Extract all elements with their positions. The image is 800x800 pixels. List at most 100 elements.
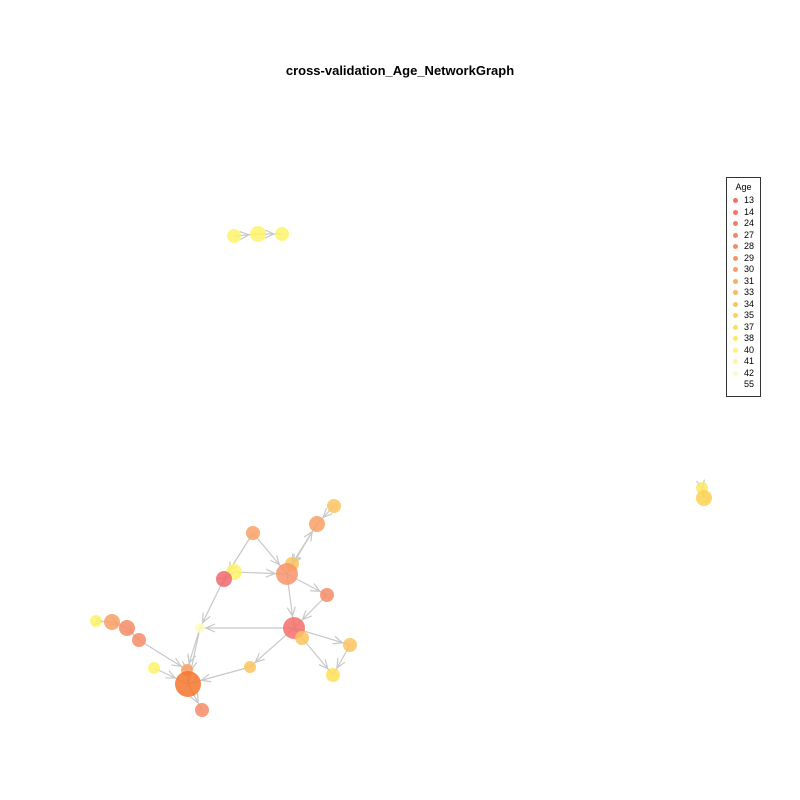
legend-item: 24 [727,218,760,229]
graph-title: cross-validation_Age_NetworkGraph [285,63,515,78]
edge-arrowhead [270,555,281,566]
graph-node [90,615,102,627]
legend-label: 30 [744,264,755,274]
legend-item: 40 [727,345,760,356]
graph-node [119,620,135,636]
legend-label: 24 [744,218,755,228]
graph-node [104,614,120,630]
legend-dot [733,221,738,226]
edges-layer [93,229,705,711]
legend-dot [733,267,738,272]
legend-dot [733,382,738,387]
edge-arrowhead [265,568,277,578]
legend-dot [733,255,738,261]
legend-label: 33 [744,287,755,297]
edge-arrowhead [332,635,344,645]
legend-label: 42 [744,367,755,378]
graph-node [276,563,298,585]
graph-node [327,499,341,513]
legend-label: 55 [744,379,755,389]
legend-label: 14 [744,206,755,217]
legend-item: 34 [727,299,760,310]
edge-arrowhead [204,623,216,633]
graph-node [309,516,325,532]
legend-dot [733,370,738,376]
legend-label: 31 [744,275,755,286]
legend-dot [733,290,738,295]
edge-arrowhead [286,606,296,618]
legend-title: Age [735,182,752,192]
legend-label: 29 [744,252,755,263]
legend-item: 41 [727,356,760,367]
edge-arrowhead [190,693,199,705]
legend-dot [733,359,738,364]
graph-node [343,638,357,652]
edge-arrowhead [318,659,329,671]
legend-label: 27 [744,229,755,240]
legend: Age 13 14 24 27 28 29 30 31 33 34 35 37 38 40 41 42 55 [726,177,761,397]
legend-dot [733,324,738,330]
legend-item: 30 [727,264,760,275]
legend-dot [733,232,738,238]
legend-item: 33 [727,287,760,298]
graph-node [216,571,232,587]
legend-label: 35 [744,310,755,320]
edge-arrowhead [171,657,183,668]
legend-dot [733,301,738,307]
edge-arrowhead [322,507,333,519]
legend-dot [733,244,738,249]
legend-item: 37 [727,322,760,333]
edge-arrowhead [201,612,211,624]
legend-label: 34 [744,298,755,309]
legend-dot [733,336,738,341]
legend-label: 38 [744,333,755,343]
graph-node [326,668,340,682]
legend-item: 55 [727,379,760,390]
legend-dot [733,198,738,203]
legend-item: 31 [727,276,760,287]
edge-arrowhead [239,230,251,241]
graph-node [148,662,160,674]
legend-dot [733,313,738,318]
legend-item: 29 [727,253,760,264]
legend-item: 27 [727,230,760,241]
graph-node [195,623,205,633]
legend-item: 38 [727,333,760,344]
legend-label: 13 [744,195,755,205]
graph-node [195,703,209,717]
graph-node [244,661,256,673]
edge-arrowhead [301,610,312,621]
graph-node [246,526,260,540]
edge-arrowhead [165,670,177,679]
graph-edge [199,578,225,629]
legend-item: 28 [727,241,760,252]
graph-node [320,588,334,602]
edge-arrowhead [254,653,265,664]
graph-node [295,631,309,645]
legend-item: 13 [727,195,760,206]
legend-label: 41 [744,356,755,366]
graph-node [132,633,146,647]
legend-label: 37 [744,321,755,332]
graph-node [275,227,289,241]
legend-dot [733,347,738,353]
legend-dot [733,209,738,215]
edge-arrowhead [264,229,276,239]
legend-item: 42 [727,368,760,379]
edge-arrowhead [200,673,212,683]
graph-node [696,490,712,506]
legend-label: 40 [744,344,755,355]
legend-label: 28 [744,241,755,251]
graph-node [250,226,266,242]
edge-arrowhead [310,583,322,592]
edge-arrowhead [336,658,346,670]
graph-edge [138,639,188,671]
graph-node [227,229,241,243]
graph-node [175,671,201,697]
legend-item: 35 [727,310,760,321]
edge-arrowhead [303,530,314,542]
legend-dot [733,278,738,284]
nodes-layer [90,226,712,717]
legend-item: 14 [727,207,760,218]
